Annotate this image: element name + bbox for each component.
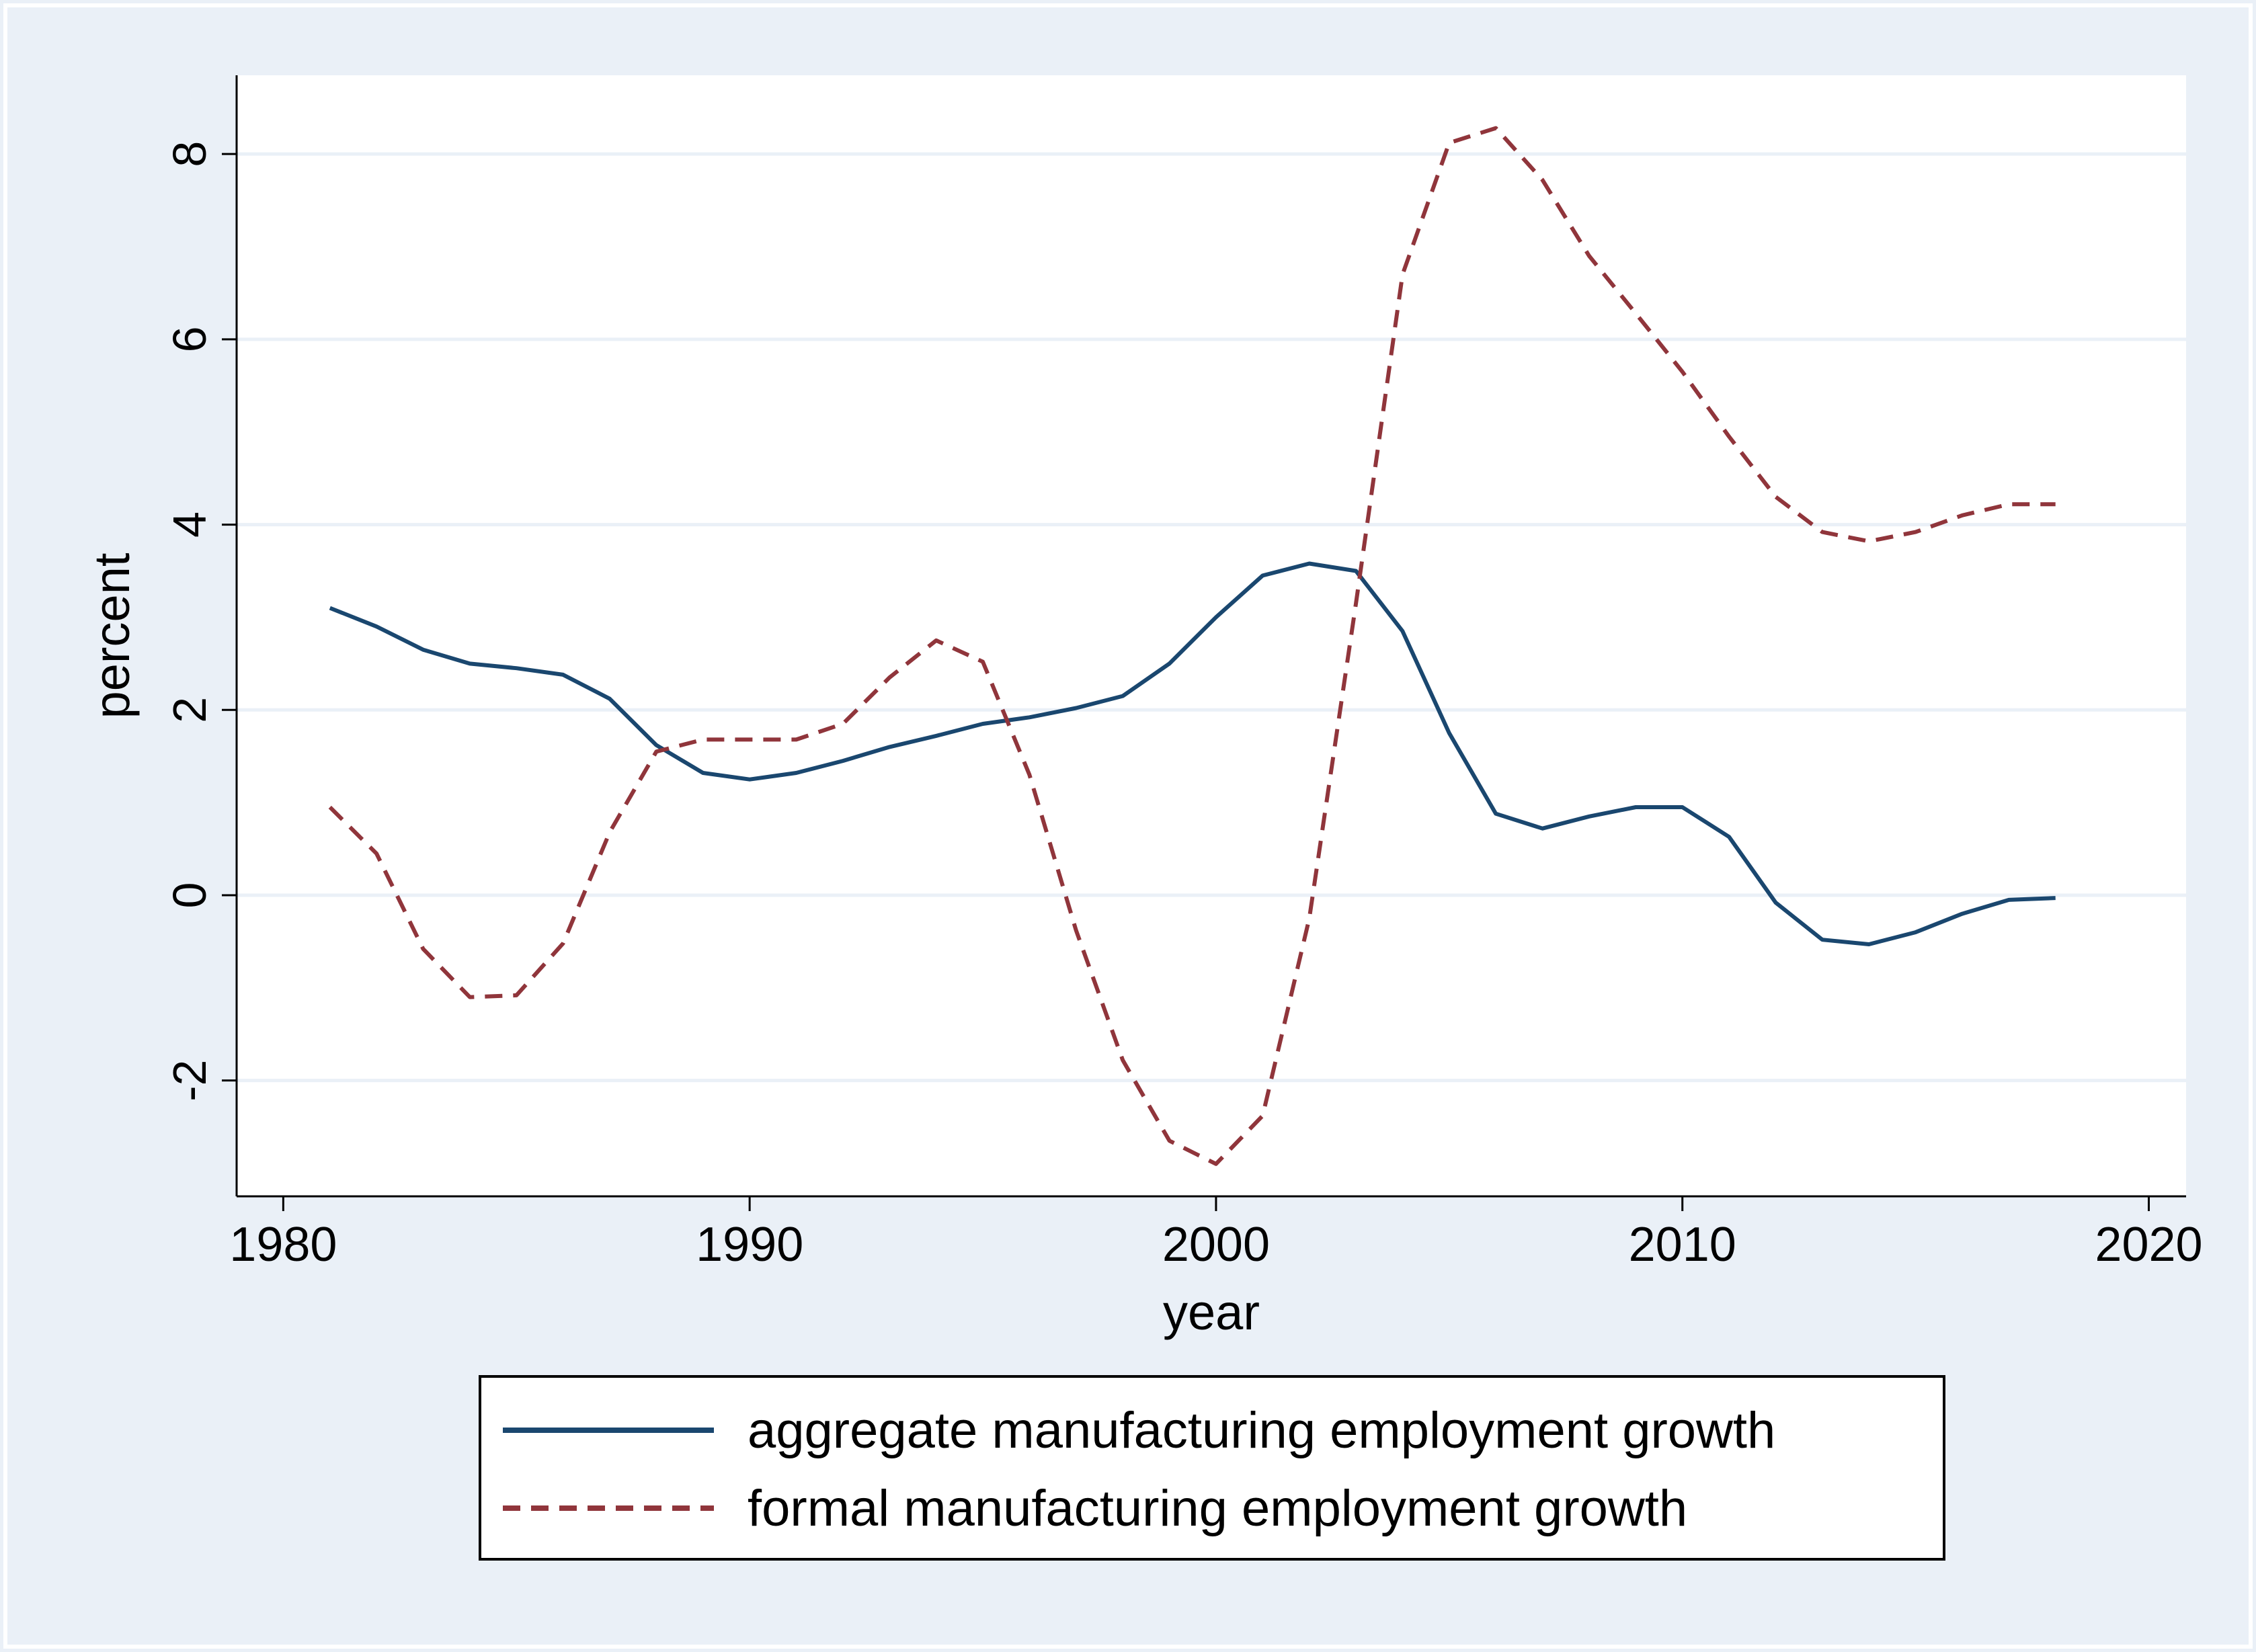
- series-lines: [328, 126, 2056, 1166]
- gridlines: [237, 152, 2186, 1083]
- legend-label-aggregate: aggregate manufacturing employment growt…: [748, 1402, 1775, 1459]
- legend-box: [479, 1375, 1945, 1561]
- series-line-0: [329, 561, 2056, 946]
- y-tick-label-8: 8: [163, 141, 216, 167]
- plot-area: [237, 75, 2186, 1196]
- x-tick-label-2010: 2010: [1629, 1218, 1736, 1272]
- y-tick-label-2: 2: [163, 697, 216, 723]
- y-tick-label--2: -2: [163, 1060, 216, 1102]
- y-tick-label-0: 0: [163, 882, 216, 909]
- x-axis-ticks: 1980 1990 2000 2010 2020: [229, 1196, 2203, 1272]
- x-tick-label-1980: 1980: [229, 1218, 337, 1272]
- x-tick-label-2000: 2000: [1162, 1218, 1270, 1272]
- y-axis-label: percent: [84, 552, 140, 718]
- y-axis-ticks: -2 0 2 4 6 8: [163, 141, 237, 1102]
- x-axis-label: year: [1163, 1284, 1260, 1340]
- series-line-1: [328, 126, 2056, 1166]
- x-tick-label-1990: 1990: [696, 1218, 803, 1272]
- y-tick-label-4: 4: [163, 511, 216, 538]
- legend: aggregate manufacturing employment growt…: [479, 1375, 1945, 1561]
- x-tick-label-2020: 2020: [2095, 1218, 2202, 1272]
- figure-border: [3, 3, 2253, 1649]
- y-tick-label-6: 6: [163, 326, 216, 352]
- legend-label-formal: formal manufacturing employment growth: [748, 1480, 1687, 1537]
